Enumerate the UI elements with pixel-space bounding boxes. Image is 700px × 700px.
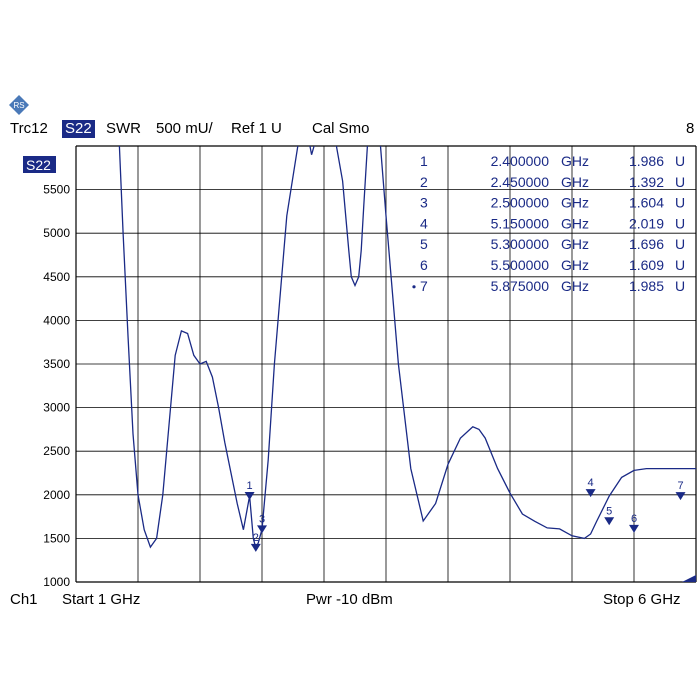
y-tick-label: 4000 (43, 313, 70, 327)
marker-row: 5 5.300000 GHz 1.696 U (420, 236, 685, 252)
y-tick-label: 1000 (43, 575, 70, 589)
active-marker-dot (412, 285, 416, 289)
marker-value: 1.696 (629, 236, 664, 252)
marker-freq-unit: GHz (561, 236, 589, 252)
marker-row: 7 5.875000 GHz 1.985 U (412, 278, 685, 294)
start-frequency[interactable]: Start 1 GHz (62, 591, 141, 608)
marker-value-unit: U (675, 153, 685, 169)
marker-row: 2 2.450000 GHz 1.392 U (420, 174, 685, 190)
marker-value-unit: U (675, 257, 685, 273)
grid (75, 145, 697, 583)
marker-freq-unit: GHz (561, 174, 589, 190)
marker-value: 1.985 (629, 278, 664, 294)
marker-value-unit: U (675, 236, 685, 252)
channel-number: 8 (686, 120, 695, 137)
marker-7-label: 7 (677, 480, 683, 492)
marker-value-unit: U (675, 174, 685, 190)
y-tick-label: 3000 (43, 401, 70, 415)
marker-freq-unit: GHz (561, 278, 589, 294)
rohde-schwarz-logo-icon: RS (9, 95, 29, 115)
marker-frequency: 5.500000 (491, 257, 550, 273)
marker-row: 3 2.500000 GHz 1.604 U (420, 195, 685, 211)
y-tick-label: 5500 (43, 183, 70, 197)
scale-label: 500 mU/ (156, 120, 213, 137)
marker-value: 1.392 (629, 174, 664, 190)
y-tick-label: 3500 (43, 357, 70, 371)
marker-number: 2 (420, 174, 428, 190)
marker-freq-unit: GHz (561, 195, 589, 211)
marker-value-unit: U (675, 278, 685, 294)
marker-number: 7 (420, 278, 428, 294)
marker-3-label: 3 (259, 513, 265, 525)
marker-value: 2.019 (629, 215, 664, 231)
y-tick-label: 5000 (43, 226, 70, 240)
marker-frequency: 2.450000 (491, 174, 550, 190)
swr-trace (118, 146, 696, 550)
marker-row: 4 5.150000 GHz 2.019 U (420, 215, 685, 231)
trace-name: Trc12 (10, 120, 48, 137)
marker-frequency: 5.150000 (491, 215, 550, 231)
marker-3-glyph (257, 525, 267, 534)
marker-2-glyph (250, 543, 261, 552)
marker-7-glyph (675, 492, 686, 501)
marker-freq-unit: GHz (561, 153, 589, 169)
overflow-marker-icon (682, 575, 696, 582)
power-label[interactable]: Pwr -10 dBm (306, 591, 393, 608)
marker-row: 1 2.400000 GHz 1.986 U (420, 153, 685, 169)
cal-label: Cal Smo (312, 120, 370, 137)
ref-label: Ref 1 U (231, 120, 282, 137)
marker-value-unit: U (675, 215, 685, 231)
marker-value: 1.604 (629, 195, 664, 211)
marker-1-label: 1 (247, 480, 253, 492)
marker-number: 3 (420, 195, 428, 211)
marker-4-label: 4 (588, 477, 594, 489)
marker-value-unit: U (675, 195, 685, 211)
marker-number: 6 (420, 257, 428, 273)
marker-frequency: 5.875000 (491, 278, 550, 294)
y-tick-label: 2500 (43, 444, 70, 458)
trace-tag-box (23, 156, 56, 173)
parameter-tag[interactable]: S22 (62, 120, 95, 138)
format-label: SWR (106, 120, 141, 137)
marker-5-glyph (604, 517, 615, 526)
marker-value: 1.609 (629, 257, 664, 273)
marker-2-label: 2 (253, 532, 259, 544)
y-tick-labels: 5500 5000 4500 4000 3500 3000 2500 2000 1500 1000 (43, 183, 70, 589)
marker-4-glyph (585, 489, 596, 498)
marker-6-glyph (629, 524, 639, 533)
trace-tag-label: S22 (26, 157, 51, 173)
channel-label: Ch1 (10, 591, 38, 608)
stop-frequency[interactable]: Stop 6 GHz (603, 591, 681, 608)
marker-table: 1 2.400000 GHz 1.986 U 2 2.450000 GHz 1.392 U 3 2.5… (412, 153, 685, 294)
marker-number: 1 (420, 153, 428, 169)
marker-freq-unit: GHz (561, 215, 589, 231)
marker-value: 1.986 (629, 153, 664, 169)
marker-number: 4 (420, 215, 428, 231)
marker-frequency: 2.400000 (491, 153, 550, 169)
y-tick-label: 1500 (43, 531, 70, 545)
marker-number: 5 (420, 236, 428, 252)
marker-freq-unit: GHz (561, 257, 589, 273)
svg-text:RS: RS (13, 101, 24, 110)
marker-6-label: 6 (631, 513, 637, 525)
marker-5-label: 5 (606, 505, 612, 517)
marker-1-glyph (244, 492, 255, 501)
marker-frequency: 5.300000 (491, 236, 550, 252)
y-tick-label: 4500 (43, 270, 70, 284)
marker-frequency: 2.500000 (491, 195, 550, 211)
marker-row: 6 5.500000 GHz 1.609 U (420, 257, 685, 273)
y-tick-label: 2000 (43, 488, 70, 502)
